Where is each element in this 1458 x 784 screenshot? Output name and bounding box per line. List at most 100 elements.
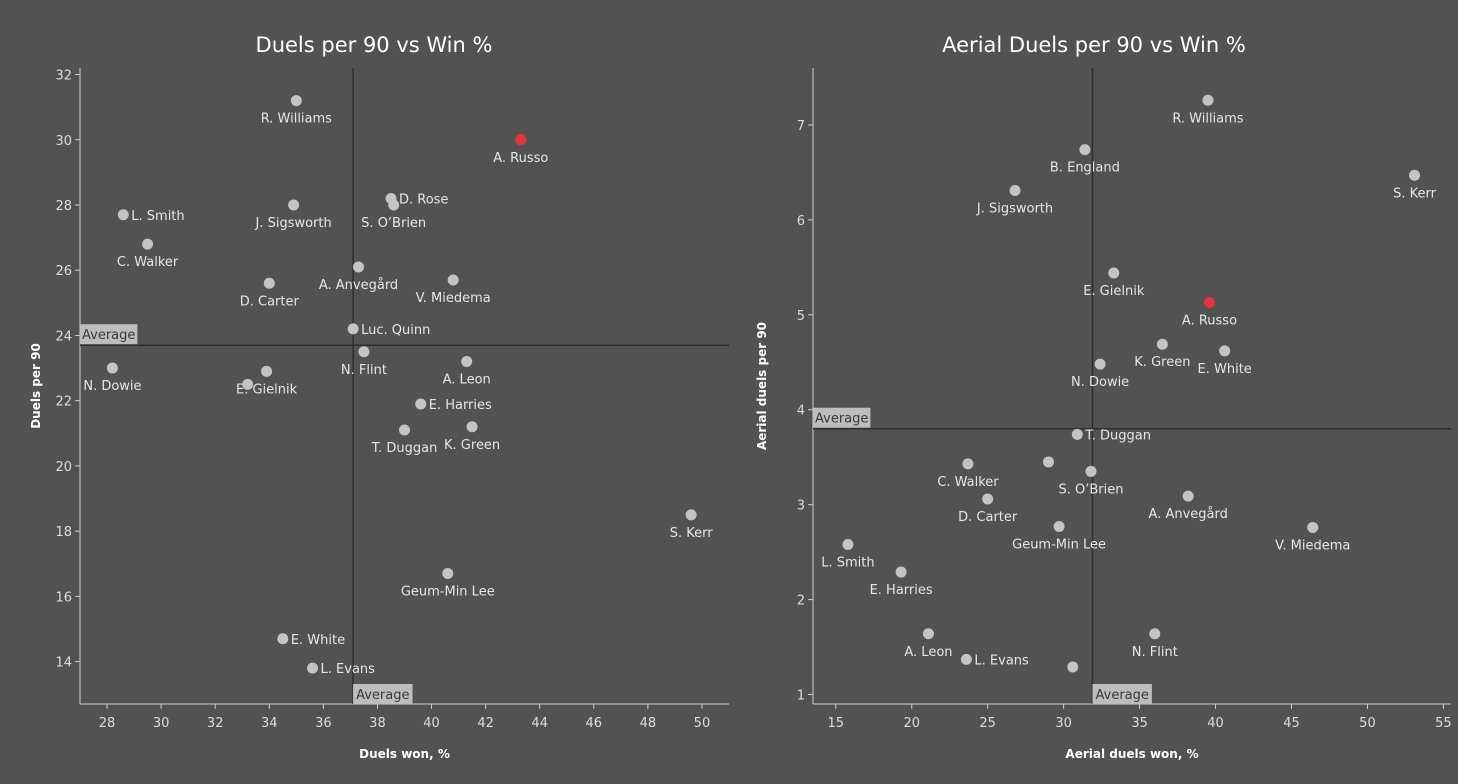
chart-0-x-tick-label: 40 xyxy=(423,716,440,731)
chart-1-label-l-evans: L. Evans xyxy=(974,653,1029,668)
chart-0-x-tick-label: 38 xyxy=(369,716,386,731)
chart-0-label-a-russo: A. Russo xyxy=(493,151,548,166)
chart-1-point-t-duggan xyxy=(1071,428,1083,440)
chart-1-label-j-sigsworth: J. Sigsworth xyxy=(976,201,1053,216)
chart-1-label-a-russo: A. Russo xyxy=(1182,313,1237,328)
chart-1-label-r-williams: R. Williams xyxy=(1172,111,1243,126)
chart-0-point-point-15 xyxy=(242,378,254,390)
chart-1-y-axis-title: Aerial duels per 90 xyxy=(755,322,769,450)
chart-0-x-tick-label: 32 xyxy=(207,716,224,731)
chart-1-title: Aerial Duels per 90 vs Win % xyxy=(942,33,1246,57)
chart-1-label-c-walker: C. Walker xyxy=(937,475,999,490)
chart-0-label-e-white: E. White xyxy=(291,633,345,648)
chart-0-y-tick-label: 14 xyxy=(55,656,72,671)
chart-0-point-s-o-brien xyxy=(388,199,400,211)
chart-1-point-geum-min-lee xyxy=(1053,520,1065,532)
chart-0-label-c-walker: C. Walker xyxy=(117,255,179,270)
chart-1-x-tick-label: 20 xyxy=(903,716,920,731)
chart-0-point-geum-min-lee xyxy=(442,568,454,580)
chart-1-label-a-leon: A. Leon xyxy=(904,645,952,660)
chart-1-point-v-miedema xyxy=(1307,521,1319,533)
chart-1-y-tick-label: 3 xyxy=(797,499,805,514)
chart-1-point-s-o-brien xyxy=(1085,465,1097,477)
chart-1-label-n-flint: N. Flint xyxy=(1132,645,1178,660)
chart-0-label-l-smith: L. Smith xyxy=(131,209,184,224)
chart-0-label-d-rose: D. Rose xyxy=(399,192,448,207)
chart-0-point-c-walker xyxy=(142,238,154,250)
chart-1-point-l-smith xyxy=(842,539,854,551)
chart-1-y-tick-label: 1 xyxy=(797,689,805,704)
chart-1-average-vertical-label-box xyxy=(1092,684,1152,704)
chart-1-label-geum-min-lee: Geum-Min Lee xyxy=(1012,537,1106,552)
chart-0-x-tick-label: 48 xyxy=(640,716,657,731)
chart-1-y-tick-label: 5 xyxy=(797,309,805,324)
chart-1-x-tick-label: 50 xyxy=(1359,716,1376,731)
chart-1-x-tick-label: 45 xyxy=(1283,716,1300,731)
chart-1-point-c-walker xyxy=(962,458,974,470)
chart-0-point-e-harries xyxy=(415,398,427,410)
chart-1-average-horizontal-label: Average xyxy=(815,412,868,427)
chart-0-label-luc-quinn: Luc. Quinn xyxy=(361,323,430,338)
chart-1-label-a-anveg-rd: A. Anvegård xyxy=(1149,507,1228,522)
chart-0-label-v-miedema: V. Miedema xyxy=(416,291,491,306)
chart-1-point-n-dowie xyxy=(1094,358,1106,370)
chart-0-label-l-evans: L. Evans xyxy=(321,662,376,677)
chart-1-label-d-carter: D. Carter xyxy=(958,510,1018,525)
chart-1-point-e-gielnik xyxy=(1108,267,1120,279)
chart-1-label-s-kerr: S. Kerr xyxy=(1393,186,1437,201)
chart-0-label-s-o-brien: S. O’Brien xyxy=(361,216,426,231)
chart-0-point-a-anveg-rd xyxy=(353,261,365,273)
chart-0-y-tick-label: 32 xyxy=(55,69,72,84)
chart-0-label-geum-min-lee: Geum-Min Lee xyxy=(401,585,495,600)
chart-1-point-d-carter xyxy=(982,493,994,505)
chart-0-x-tick-label: 46 xyxy=(586,716,603,731)
chart-0-label-j-sigsworth: J. Sigsworth xyxy=(254,216,331,231)
chart-1-y-tick-label: 2 xyxy=(797,594,805,609)
chart-0-y-tick-label: 26 xyxy=(55,264,72,279)
chart-0-point-k-green xyxy=(466,421,478,433)
chart-1-average-horizontal-label-box xyxy=(813,407,871,428)
chart-0-point-v-miedema xyxy=(447,274,459,286)
chart-0-average-horizontal-label: Average xyxy=(82,328,135,343)
chart-0-x-tick-label: 34 xyxy=(261,716,278,731)
chart-0-y-tick-label: 22 xyxy=(55,395,72,410)
chart-0-point-n-flint xyxy=(358,346,370,358)
chart-0-average-vertical-label: Average xyxy=(356,688,409,703)
chart-1-point-s-kerr xyxy=(1409,169,1421,181)
chart-1-point-e-white xyxy=(1219,345,1231,357)
chart-1-point-l-evans xyxy=(960,653,972,665)
chart-1-label-e-gielnik: E. Gielnik xyxy=(1083,284,1145,299)
chart-1-point-r-williams xyxy=(1202,94,1214,106)
chart-0-x-tick-label: 30 xyxy=(153,716,170,731)
chart-1-x-tick-label: 40 xyxy=(1207,716,1224,731)
chart-0-point-a-leon xyxy=(461,356,473,368)
chart-0-point-a-russo xyxy=(515,134,527,146)
chart-0-average-vertical-label-box xyxy=(353,684,413,704)
chart-0-label-t-duggan: T. Duggan xyxy=(371,441,438,456)
chart-0-label-k-green: K. Green xyxy=(444,438,500,453)
chart-0-point-luc-quinn xyxy=(347,323,359,335)
chart-0-label-s-kerr: S. Kerr xyxy=(670,526,714,541)
chart-1-y-tick-label: 4 xyxy=(797,404,805,419)
chart-1-point-point-22 xyxy=(1067,661,1079,673)
chart-0-x-tick-label: 50 xyxy=(694,716,711,731)
chart-1-point-k-green xyxy=(1156,338,1168,350)
chart-1-y-tick-label: 6 xyxy=(797,214,805,229)
chart-0-x-tick-label: 44 xyxy=(531,716,548,731)
chart-0-point-e-gielnik xyxy=(261,365,273,377)
chart-0-y-tick-label: 16 xyxy=(55,590,72,605)
chart-1-label-l-smith: L. Smith xyxy=(821,556,874,571)
chart-1-label-t-duggan: T. Duggan xyxy=(1084,428,1151,443)
chart-1-label-e-harries: E. Harries xyxy=(870,583,933,598)
chart-1-average-vertical-label: Average xyxy=(1096,688,1149,703)
chart-1-point-b-england xyxy=(1079,144,1091,156)
chart-0-point-e-white xyxy=(277,633,289,645)
chart-0-x-tick-label: 36 xyxy=(315,716,332,731)
chart-0-label-a-leon: A. Leon xyxy=(443,373,491,388)
chart-1-point-a-anveg-rd xyxy=(1182,490,1194,502)
chart-0-point-r-williams xyxy=(290,95,302,107)
chart-1-x-tick-label: 55 xyxy=(1435,716,1452,731)
chart-1-label-k-green: K. Green xyxy=(1134,355,1190,370)
duels-scatter-chart: Duels per 90 vs Win % 28 30 32 34 36 38 40 42 44 4… xyxy=(29,33,729,761)
